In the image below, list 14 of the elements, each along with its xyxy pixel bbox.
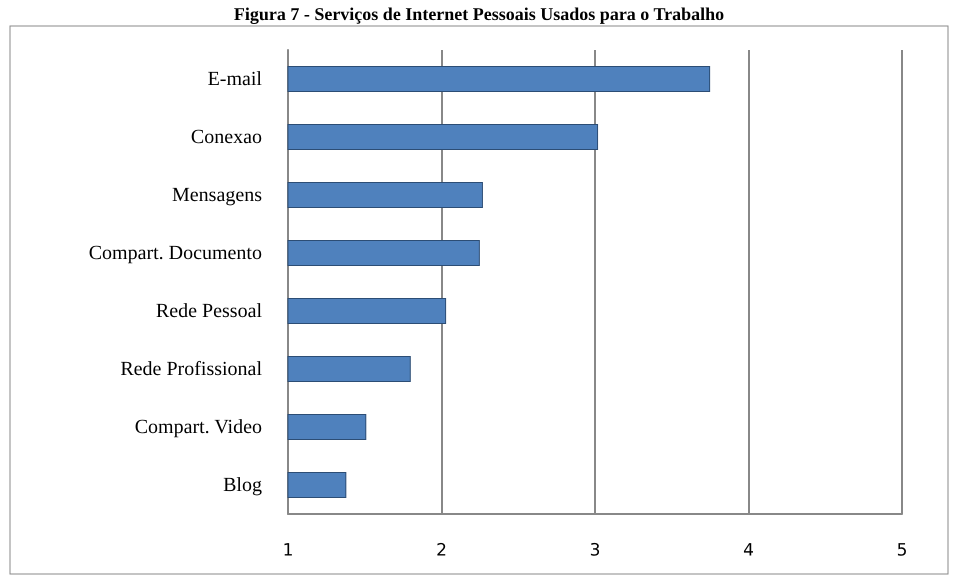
y-tick-label: Mensagens [172, 184, 262, 206]
x-tick-label: 4 [743, 540, 754, 560]
y-tick-label: Conexao [190, 126, 262, 148]
chart-title: Figura 7 - Serviços de Internet Pessoais Usados para o Trabalho [234, 4, 724, 24]
y-tick-label: Blog [223, 474, 262, 496]
y-tick-label: E-mail [208, 68, 262, 90]
y-tick-label: Rede Pessoal [156, 300, 262, 322]
y-tick-label: Compart. Documento [88, 242, 262, 264]
x-tick-label: 3 [590, 540, 600, 560]
x-tick-label: 5 [896, 540, 908, 560]
y-tick-label: Rede Profissional [120, 358, 262, 380]
y-tick-label: Compart. Video [134, 416, 262, 438]
x-tick-label: 2 [436, 540, 447, 560]
x-tick-label: 1 [282, 540, 294, 560]
